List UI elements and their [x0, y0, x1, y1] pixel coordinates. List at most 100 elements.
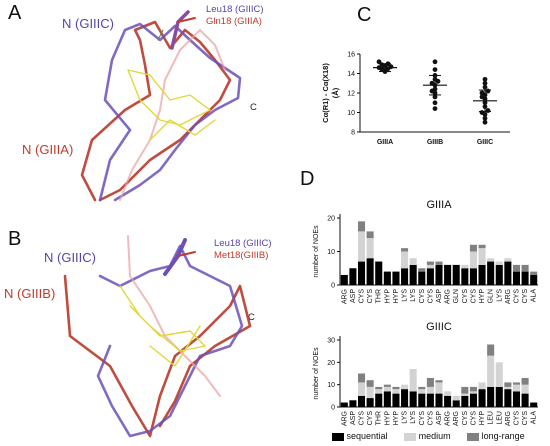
- panel-b-letter: B: [8, 228, 22, 250]
- d-giiia-category-label: CYS: [522, 289, 529, 304]
- d-giiia-bar-sequential: [366, 258, 374, 285]
- d-giiic-bar-sequential: [418, 393, 426, 407]
- panel-a-n-giiia-label: N (GIIIA): [22, 142, 74, 157]
- d-giiia-bar-sequential: [401, 268, 409, 285]
- c-y-axis-unit: (Å): [331, 87, 340, 98]
- d-giiic-bar-long-range: [375, 386, 383, 390]
- d-giiic-category-label: ARG: [445, 411, 452, 426]
- legend-medium-swatch: [404, 432, 417, 441]
- d-giiic-bar-medium: [357, 382, 366, 396]
- d-giiia-category-label: ARG: [341, 289, 348, 304]
- c-data-point: [432, 94, 438, 100]
- c-y-tick-label: 14: [347, 71, 355, 78]
- d-giiia-category-label: GLN: [453, 289, 460, 303]
- d-giiia-y-tick-label: 0: [331, 283, 335, 290]
- d-giiia-y-tick-label: 20: [327, 216, 335, 223]
- panel-a-letter: A: [8, 2, 22, 24]
- d-giiic-bar-sequential: [426, 393, 434, 407]
- c-y-tick-label: 16: [347, 52, 355, 59]
- d-giiic-y-axis-title: number of NOEs: [313, 347, 320, 400]
- d-giiic-bar-medium: [444, 391, 452, 396]
- d-giiia-bar-sequential: [357, 261, 366, 285]
- d-giiia-bar-long-range: [357, 221, 366, 232]
- d-giiia-bar-long-range: [521, 264, 529, 272]
- d-giiia-bar-medium: [401, 251, 409, 269]
- d-giiia-bar-medium: [478, 248, 486, 265]
- d-giiic-bar-medium: [383, 386, 391, 392]
- d-giiic-bar-sequential: [349, 400, 357, 407]
- d-giiia-bar-sequential: [478, 264, 486, 285]
- giiia-backbone: [80, 20, 232, 202]
- d-giiic-bar-medium: [401, 384, 409, 390]
- panel-d-letter: D: [300, 168, 315, 190]
- d-giiia-category-label: HYP: [384, 289, 391, 304]
- d-giiia-bar-medium: [504, 258, 512, 262]
- d-giiic-bar-long-range: [512, 382, 521, 385]
- d-giiia-category-label: HYP: [393, 289, 400, 304]
- d-giiic-category-label: CYS: [513, 411, 520, 426]
- d-giiia-bar-sequential: [512, 271, 521, 285]
- d-giiia-bar-sequential: [521, 271, 529, 285]
- d-giiic-bar-sequential: [375, 393, 383, 407]
- c-data-point: [482, 115, 488, 121]
- panel-b-structure-overlay: [63, 235, 252, 438]
- panel-a-legend-gln18: Gln18 (GIIIA): [206, 16, 262, 27]
- d-giiic-bar-sequential: [512, 391, 521, 407]
- d-giiic-category-label: LEU: [496, 411, 503, 425]
- d-giiic-category-label: HYP: [384, 411, 391, 426]
- d-giiia-category-label: CYS: [462, 289, 469, 304]
- d-giiic-bar-long-range: [435, 380, 443, 383]
- c-data-point: [432, 67, 438, 72]
- d-giiic-bar-medium: [392, 389, 400, 394]
- c-data-point: [432, 106, 438, 111]
- d-giiic-bar-medium: [512, 384, 521, 392]
- d-giiia-bar-medium: [366, 238, 374, 259]
- d-giiic-category-label: ARG: [453, 411, 460, 426]
- d-giiia-bar-long-range: [426, 261, 434, 265]
- d-giiic-category-label: CYS: [419, 411, 426, 426]
- panel-a-legend-leu18: Leu18 (GIIIC): [206, 4, 264, 15]
- d-giiic-category-label: CYS: [359, 411, 366, 426]
- d-giiic-bar-medium: [495, 362, 503, 387]
- d-giiic-category-label: CYS: [522, 411, 529, 426]
- d-giiic-category-label: HYP: [479, 411, 486, 426]
- d-giiia-category-label: ARG: [505, 289, 512, 304]
- d-giiia-bar-medium: [426, 264, 434, 269]
- d-giiic-bar-long-range: [357, 373, 366, 383]
- panel-a-c-terminus-label: C: [250, 102, 257, 113]
- d-giiic-bar-sequential: [401, 389, 409, 407]
- c-data-point: [432, 59, 438, 65]
- d-giiic-title: GIIIC: [426, 321, 452, 333]
- d-giiic-bar-medium: [418, 389, 426, 394]
- legend-medium-label: medium: [418, 431, 451, 441]
- panel-b-n-giiic-label: N (GIIIC): [44, 250, 96, 265]
- d-giiia-title: GIIIA: [426, 199, 452, 211]
- d-giiic-y-tick-label: 0: [331, 405, 335, 412]
- d-giiic-bar-long-range: [504, 382, 512, 387]
- d-giiia-bar-medium: [469, 251, 477, 269]
- d-giiia-category-label: CYS: [359, 289, 366, 304]
- d-giiia-bar-sequential: [383, 271, 391, 285]
- c-y-tick-label: 12: [347, 91, 355, 98]
- c-category-label: GIIIA: [377, 139, 393, 146]
- d-giiic-bar-long-range: [469, 386, 477, 392]
- d-giiic-category-label: LEU: [488, 411, 495, 425]
- d-giiic-category-label: CYS: [462, 411, 469, 426]
- d-giiic-bar-sequential: [392, 393, 400, 407]
- d-giiic-y-tick-label: 30: [327, 338, 335, 345]
- d-giiic-bar-long-range: [392, 386, 400, 390]
- d-giiia-y-axis-title: number of NOEs: [313, 225, 320, 278]
- d-giiic-bar-medium: [375, 389, 383, 394]
- side-chain-bonds: [119, 285, 206, 352]
- c-data-point: [479, 110, 485, 115]
- d-giiic-bar-medium: [478, 382, 486, 390]
- d-giiia-bar-sequential: [461, 268, 469, 285]
- d-giiia-bar-sequential: [349, 268, 357, 285]
- panel-b-n-giiib-label: N (GIIIB): [4, 286, 56, 301]
- d-giiia-category-label: LYS: [410, 289, 417, 302]
- c-data-point: [482, 76, 488, 82]
- d-giiia-bar-sequential: [452, 264, 460, 285]
- legend-long-range-swatch: [467, 432, 480, 441]
- d-giiic-bar-long-range: [461, 386, 469, 394]
- panel-a-structure-overlay: [80, 10, 242, 202]
